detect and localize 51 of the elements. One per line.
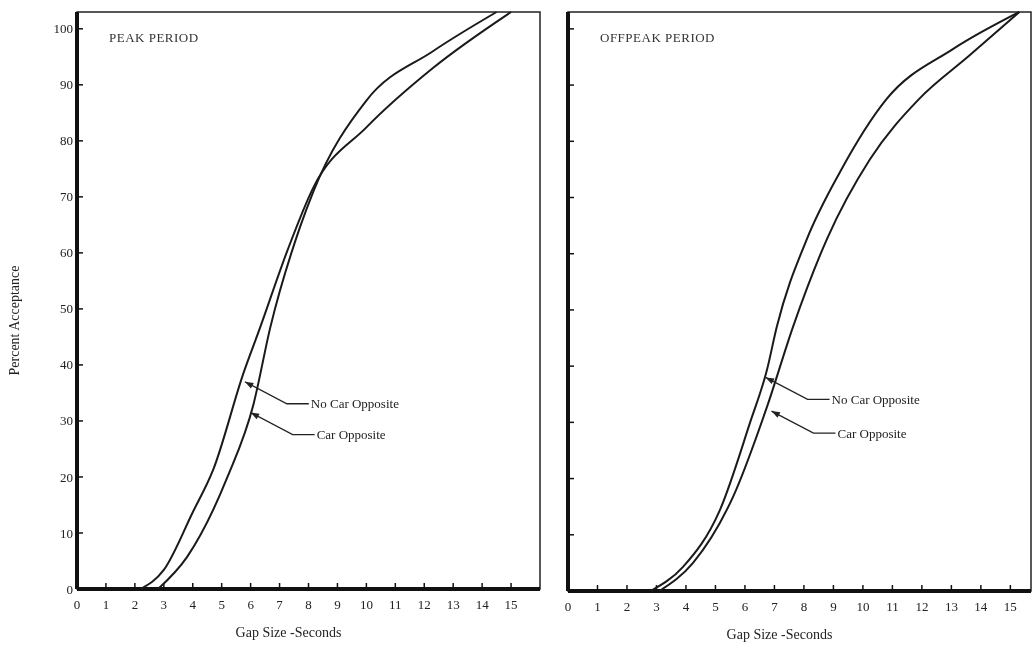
x-axis-title: Gap Size -Seconds xyxy=(726,627,833,642)
x-tick-label: 8 xyxy=(305,597,312,612)
y-tick-label: 80 xyxy=(60,133,73,149)
x-tick-label: 11 xyxy=(886,599,899,614)
x-tick-label: 15 xyxy=(504,597,518,612)
x-tick-label: 3 xyxy=(653,599,660,614)
x-tick-label: 0 xyxy=(564,599,572,614)
y-tick-label: 30 xyxy=(60,413,73,429)
x-axis-title: Gap Size -Seconds xyxy=(235,625,342,640)
y-tick-label: 50 xyxy=(60,301,73,317)
x-tick-label: 4 xyxy=(189,597,197,612)
x-tick-label: 6 xyxy=(741,599,749,614)
x-tick-label: 14 xyxy=(475,597,490,612)
x-tick-label: 2 xyxy=(131,597,139,612)
y-axis-title: Percent Acceptance xyxy=(7,265,22,376)
x-tick-label: 8 xyxy=(800,599,808,614)
x-tick-label: 13 xyxy=(446,597,460,612)
text: OFFPEAK PERIOD xyxy=(600,30,715,45)
x-tick-label: 2 xyxy=(623,599,631,614)
x-tick-label: 4 xyxy=(682,599,690,614)
x-tick-label: 3 xyxy=(160,597,168,612)
x-tick-label: 15 xyxy=(1003,599,1017,614)
text: PEAK PERIOD xyxy=(109,30,199,45)
y-tick-label: 20 xyxy=(60,469,73,485)
y-tick-label: 100 xyxy=(53,21,73,37)
x-tick-label: 7 xyxy=(276,597,284,612)
annotation: Car Opposite xyxy=(316,427,386,443)
y-tick-label: 70 xyxy=(60,189,73,205)
x-tick-label: 13 xyxy=(944,599,958,614)
x-tick-label: 9 xyxy=(830,599,837,614)
y-tick-label: 10 xyxy=(60,525,73,541)
x-tick-label: 10 xyxy=(856,599,870,614)
x-tick-label: 12 xyxy=(417,597,431,612)
x-tick-label: 5 xyxy=(218,597,225,612)
y-tick-label: 60 xyxy=(60,245,73,261)
x-tick-label: 6 xyxy=(247,597,255,612)
annotation: No Car Opposite xyxy=(310,396,400,412)
x-tick-label: 10 xyxy=(359,597,373,612)
annotation: Car Opposite xyxy=(837,425,907,441)
y-tick-label: 0 xyxy=(66,581,73,597)
x-tick-label: 7 xyxy=(771,599,779,614)
x-tick-label: 1 xyxy=(594,599,601,614)
x-tick-label: 1 xyxy=(102,597,110,612)
y-tick-label: 40 xyxy=(60,357,73,373)
y-tick-label: 90 xyxy=(60,77,73,93)
x-tick-label: 5 xyxy=(712,599,719,614)
x-tick-label: 9 xyxy=(334,597,341,612)
x-tick-label: 11 xyxy=(389,597,402,612)
x-tick-label: 12 xyxy=(915,599,929,614)
annotation: No Car Opposite xyxy=(831,391,920,407)
x-tick-label: 14 xyxy=(974,599,988,614)
